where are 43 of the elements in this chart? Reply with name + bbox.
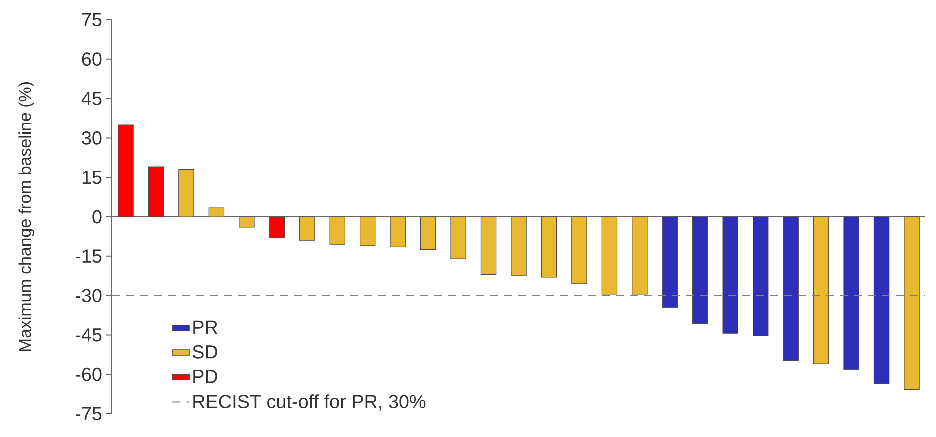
bar: [330, 216, 346, 245]
bar: [239, 216, 255, 228]
y-tick-label: 15: [82, 170, 102, 184]
bar: [662, 216, 678, 308]
legend-label: SD: [192, 345, 218, 359]
bar: [148, 166, 164, 218]
bar: [208, 208, 225, 218]
bar: [480, 216, 497, 276]
legend-label: PR: [194, 320, 218, 334]
bar: [118, 124, 134, 218]
bar: [722, 216, 738, 334]
y-tick-label: 0: [92, 210, 102, 224]
legend-label: PD: [194, 370, 218, 384]
y-tick-label: -60: [76, 368, 102, 382]
bar: [511, 216, 527, 276]
y-tick-label: -45: [76, 328, 102, 342]
y-tick-label: 30: [82, 131, 102, 145]
y-tick-label: 45: [82, 92, 102, 106]
bar: [783, 216, 799, 361]
legend-label: RECIST cut-off for PR, 30%: [194, 394, 426, 411]
bar: [360, 216, 376, 246]
bar: [572, 216, 588, 284]
bar: [450, 216, 466, 260]
bar: [602, 216, 618, 295]
bar: [874, 216, 890, 384]
y-tick-label: -15: [76, 250, 102, 263]
bar: [904, 216, 920, 390]
bar: [813, 216, 830, 364]
bar: [844, 216, 860, 370]
bar: [269, 216, 286, 238]
y-axis-title: Maximum change from baseline (%): [18, 82, 35, 352]
bar: [541, 216, 558, 278]
y-tick-label: -30: [76, 289, 102, 302]
bar: [632, 216, 648, 295]
y-tick-label: 75: [82, 13, 102, 27]
y-tick-label: -75: [76, 407, 102, 421]
bar: [390, 216, 406, 248]
y-tick-label: 60: [82, 52, 102, 66]
bar: [692, 216, 708, 324]
bar: [178, 169, 194, 218]
bar: [752, 216, 769, 337]
bar: [300, 216, 316, 241]
bar: [420, 216, 436, 250]
